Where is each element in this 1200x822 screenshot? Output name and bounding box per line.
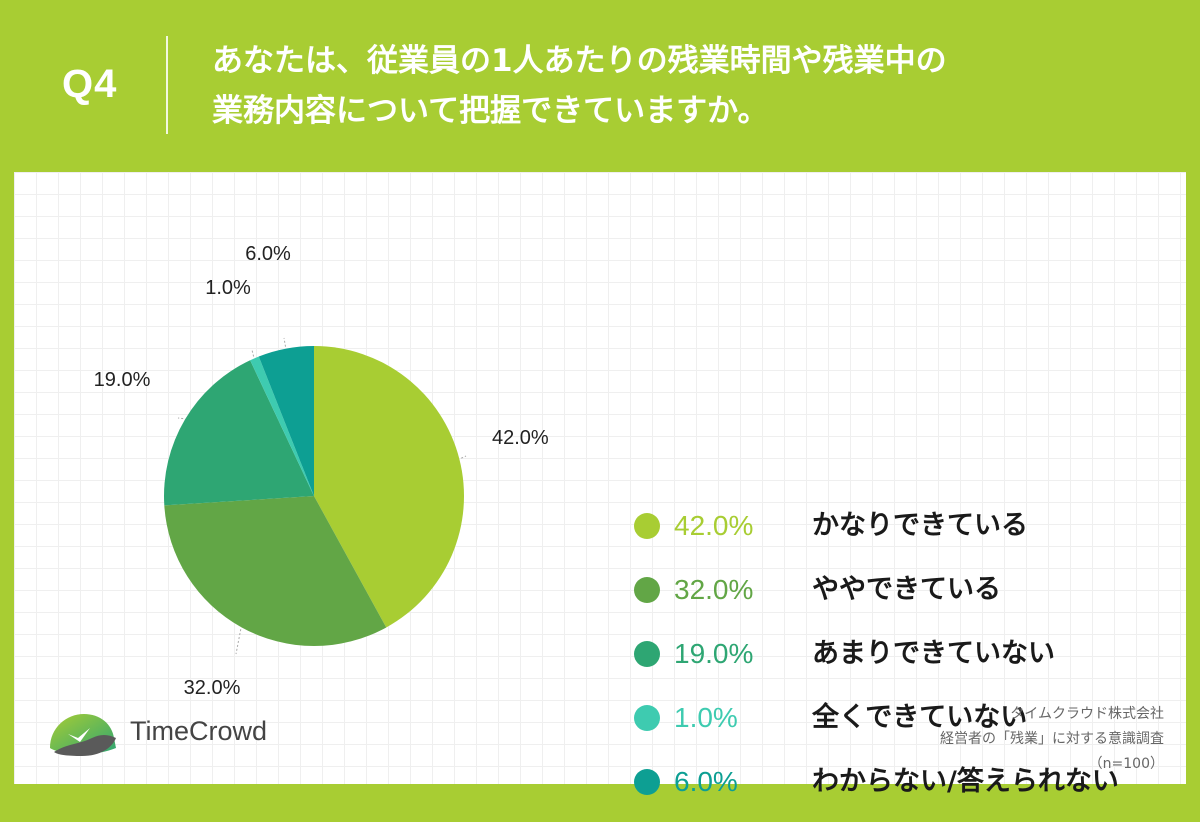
legend-swatch bbox=[634, 705, 660, 731]
slice-value-label: 1.0% bbox=[205, 277, 251, 299]
legend-swatch bbox=[634, 513, 660, 539]
leader-line bbox=[251, 349, 255, 357]
slice-value-label: 19.0% bbox=[94, 369, 151, 391]
pie-slice bbox=[164, 360, 314, 506]
timecrowd-logo: TimeCrowd bbox=[46, 708, 267, 758]
legend-label: かなりできている bbox=[812, 510, 1028, 541]
legend-label: ややできている bbox=[812, 574, 1001, 605]
legend-percent: 42.0% bbox=[674, 510, 754, 541]
slice-value-label: 32.0% bbox=[184, 677, 241, 699]
pie-slice bbox=[164, 496, 387, 646]
leader-line bbox=[235, 629, 242, 655]
slice-value-label: 42.0% bbox=[492, 427, 549, 449]
chart-panel: 42.0% 32.0% 19.0% 1.0% 6.0% 42.0% かなりできている 3… bbox=[14, 172, 1186, 797]
legend-label: わからない/答えられない bbox=[812, 766, 1119, 797]
question-number: Q4 bbox=[62, 62, 118, 106]
timecrowd-bird-logo-icon bbox=[50, 714, 116, 756]
footer-note: タイムクラウド株式会社 経営者の「残業」に対する意識調査 （n=100） bbox=[940, 702, 1164, 777]
question-line-2: 業務内容について把握できていますか。 bbox=[212, 93, 769, 129]
legend-percent: 19.0% bbox=[674, 638, 754, 669]
pie-slice bbox=[258, 346, 314, 496]
legend-label: あまりできていない bbox=[812, 638, 1055, 669]
slice-value-label: 6.0% bbox=[245, 243, 291, 265]
logo-text: TimeCrowd bbox=[130, 716, 268, 746]
legend-percent: 32.0% bbox=[674, 574, 754, 605]
question-text: あなたは、従業員の1人あたりの残業時間や残業中の 業務内容について把握できていま… bbox=[212, 36, 1162, 136]
footer-company: タイムクラウド株式会社 bbox=[1010, 706, 1164, 722]
legend-swatch bbox=[634, 577, 660, 603]
pie-slice bbox=[250, 356, 314, 496]
legend-swatch bbox=[634, 641, 660, 667]
footer-sample-size: （n=100） bbox=[1088, 756, 1164, 772]
question-line-1: あなたは、従業員の1人あたりの残業時間や残業中の bbox=[212, 43, 947, 79]
legend-percent: 6.0% bbox=[674, 766, 738, 797]
header-divider bbox=[166, 36, 168, 134]
leader-line bbox=[177, 417, 184, 420]
legend-label: 全くできていない bbox=[812, 702, 1028, 733]
leader-line bbox=[283, 337, 287, 347]
pie-chart: 42.0% 32.0% 19.0% 1.0% 6.0% bbox=[94, 243, 549, 699]
legend-swatch bbox=[634, 769, 660, 795]
footer-survey-title: 経営者の「残業」に対する意識調査 bbox=[940, 731, 1164, 747]
legend-percent: 1.0% bbox=[674, 702, 738, 733]
leader-line bbox=[461, 455, 467, 459]
pie-slice bbox=[314, 346, 465, 628]
